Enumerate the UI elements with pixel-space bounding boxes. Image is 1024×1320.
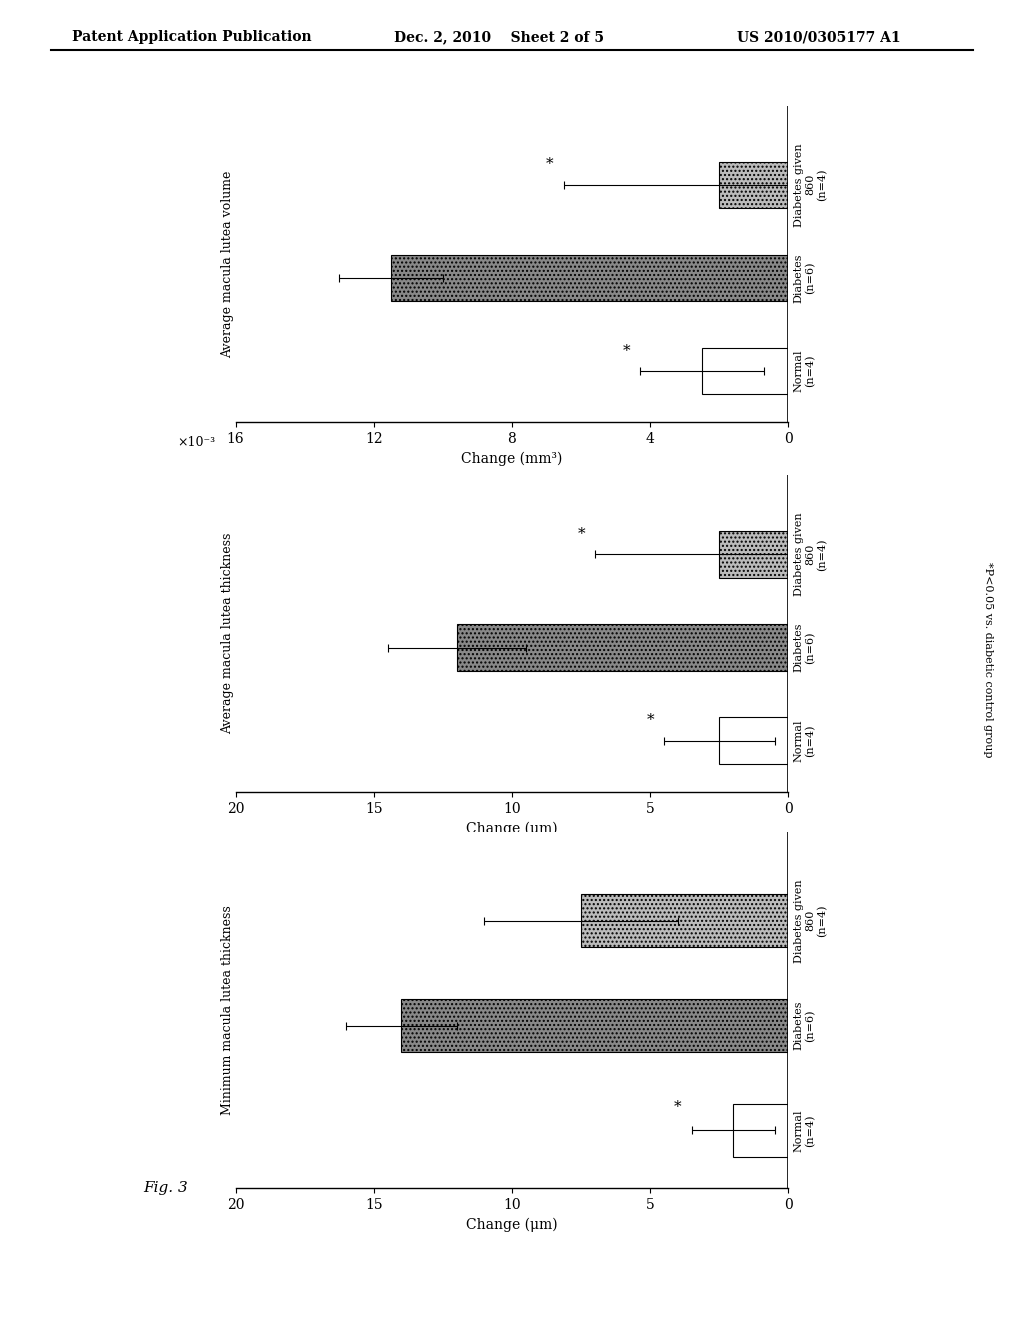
Bar [702,348,788,395]
Bar [401,999,788,1052]
Text: ×10⁻³: ×10⁻³ [177,436,215,449]
Text: Diabetes
(n=6): Diabetes (n=6) [794,1001,815,1051]
Bar [719,161,788,209]
X-axis label: Change (mm³): Change (mm³) [462,451,562,466]
Text: Fig. 3: Fig. 3 [143,1180,188,1195]
Bar [457,624,788,671]
Text: Normal
(n=4): Normal (n=4) [794,719,815,762]
Text: US 2010/0305177 A1: US 2010/0305177 A1 [737,30,901,45]
Bar [719,531,788,578]
Bar [733,1104,788,1156]
Text: Diabetes
(n=6): Diabetes (n=6) [794,623,815,672]
X-axis label: Change (μm): Change (μm) [466,821,558,836]
Text: *: * [623,343,630,358]
Bar [391,255,788,301]
Text: *: * [674,1101,682,1114]
Text: *: * [578,527,585,541]
Text: Diabetes given
860
(n=4): Diabetes given 860 (n=4) [794,879,827,962]
Y-axis label: Average macula lutea volume: Average macula lutea volume [221,170,233,358]
Text: Patent Application Publication: Patent Application Publication [72,30,311,45]
Text: *P<0.05 vs. diabetic control group: *P<0.05 vs. diabetic control group [983,562,993,758]
Text: Normal
(n=4): Normal (n=4) [794,350,815,392]
X-axis label: Change (μm): Change (μm) [466,1217,558,1232]
Text: *: * [546,157,554,172]
Y-axis label: Average macula lutea thickness: Average macula lutea thickness [221,533,233,734]
Text: *: * [646,713,654,727]
Text: Diabetes
(n=6): Diabetes (n=6) [794,253,815,302]
Y-axis label: Minimum macula lutea thickness: Minimum macula lutea thickness [221,906,233,1114]
Text: Normal
(n=4): Normal (n=4) [794,1109,815,1151]
Bar [719,718,788,764]
Text: Dec. 2, 2010    Sheet 2 of 5: Dec. 2, 2010 Sheet 2 of 5 [394,30,604,45]
Text: Diabetes given
860
(n=4): Diabetes given 860 (n=4) [794,143,827,227]
Bar [582,895,788,946]
Text: ×10⁻³: ×10⁻³ [751,479,788,492]
Text: Diabetes given
860
(n=4): Diabetes given 860 (n=4) [794,512,827,597]
